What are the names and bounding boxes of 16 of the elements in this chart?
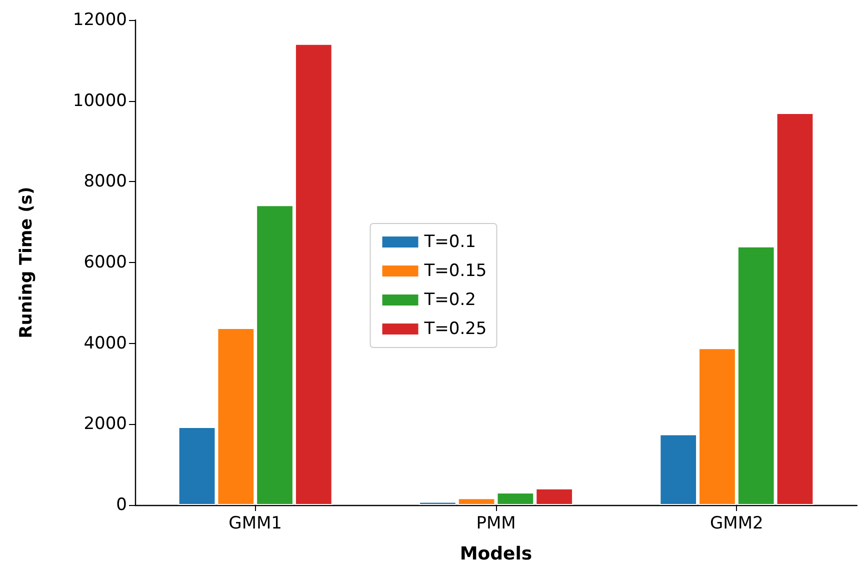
legend-label: T=0.1 <box>423 232 476 252</box>
legend-label: T=0.25 <box>423 319 487 339</box>
x-tick-label: GMM1 <box>228 514 282 534</box>
x-tick-label: GMM2 <box>710 514 764 534</box>
x-axis-title: Models <box>460 544 532 564</box>
legend-label: T=0.2 <box>423 290 476 310</box>
y-tick-label: 4000 <box>84 333 127 354</box>
y-tick-label: 6000 <box>84 252 127 272</box>
y-tick-label: 8000 <box>84 172 127 192</box>
y-tick-label: 0 <box>116 495 127 515</box>
legend-label: T=0.15 <box>423 261 487 281</box>
y-tick-label: 2000 <box>84 414 127 434</box>
y-tick-label: 10000 <box>72 90 127 111</box>
y-tick-label: 12000 <box>72 10 127 30</box>
y-axis-title: Runing Time (s) <box>16 186 36 338</box>
x-tick-label: PMM <box>476 514 516 534</box>
